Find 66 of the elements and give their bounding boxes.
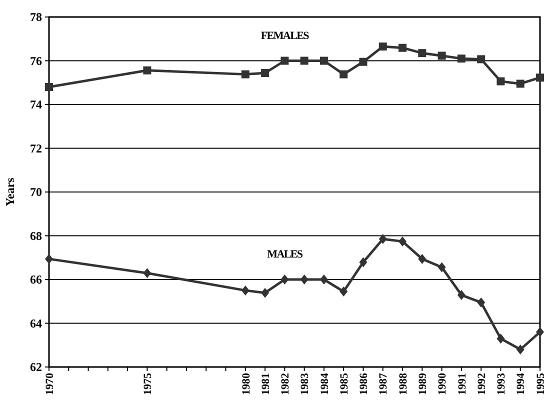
- point: [398, 236, 407, 246]
- point: [143, 268, 152, 278]
- x-tick-label: 1985: [338, 372, 350, 395]
- point: [300, 274, 308, 284]
- x-tick-label: 1981: [260, 373, 272, 395]
- x-tick-label: 1988: [397, 372, 410, 395]
- point: [45, 83, 53, 91]
- point: [241, 70, 250, 78]
- point: [457, 290, 466, 300]
- y-tick-label: 78: [30, 10, 42, 24]
- point: [536, 327, 544, 337]
- y-tick-label: 66: [30, 272, 42, 287]
- y-tick-label: 72: [30, 141, 42, 156]
- point: [261, 69, 270, 77]
- point: [477, 297, 486, 308]
- x-tick-label: 1980: [240, 372, 252, 395]
- x-tick-label: 1984: [318, 372, 331, 395]
- point: [340, 70, 348, 78]
- point: [536, 74, 544, 82]
- y-tick-label: 76: [30, 54, 42, 68]
- point: [496, 334, 505, 344]
- x-tick-label: 1990: [436, 372, 449, 395]
- x-tick-label: 1993: [496, 372, 508, 395]
- x-tick-label: 1986: [358, 372, 370, 395]
- point: [477, 55, 486, 64]
- point: [496, 77, 505, 86]
- point: [438, 262, 446, 272]
- series-label: FEMALES: [260, 30, 310, 42]
- x-tick-label: 1983: [299, 372, 312, 395]
- point: [516, 344, 524, 354]
- point: [359, 58, 368, 66]
- point: [418, 49, 426, 58]
- x-tick-label: 1982: [280, 372, 292, 395]
- y-tick-label: 74: [30, 98, 42, 112]
- series-label: MALES: [267, 248, 303, 260]
- point: [516, 80, 524, 88]
- point: [300, 56, 308, 65]
- x-tick-label: 1975: [142, 372, 154, 395]
- y-tick-label: 70: [30, 185, 42, 200]
- point: [143, 66, 152, 74]
- x-tick-label: 1991: [456, 373, 468, 395]
- point: [280, 56, 289, 65]
- point: [241, 285, 250, 296]
- y-tick-label: 62: [30, 360, 42, 374]
- point: [359, 257, 368, 268]
- point: [378, 42, 387, 51]
- point: [438, 52, 446, 60]
- point: [261, 288, 270, 298]
- x-tick-label: 1987: [378, 372, 390, 395]
- point: [378, 234, 387, 244]
- point: [418, 254, 426, 264]
- x-tick-label: 1970: [44, 372, 56, 395]
- y-tick-label: 64: [30, 316, 42, 330]
- point: [280, 274, 289, 284]
- x-tick-label: 1989: [417, 372, 430, 395]
- x-tick-label: 1992: [476, 372, 488, 395]
- point: [398, 44, 407, 52]
- point: [320, 274, 328, 284]
- point: [340, 286, 348, 297]
- point: [320, 56, 328, 65]
- point: [457, 54, 466, 63]
- x-tick-label: 1994: [515, 372, 528, 395]
- point: [45, 254, 53, 264]
- x-tick-label: 1995: [534, 372, 547, 395]
- y-axis-title: Years: [3, 177, 17, 206]
- y-tick-label: 68: [30, 228, 42, 243]
